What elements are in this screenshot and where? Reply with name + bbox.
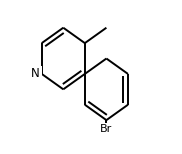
Text: N: N: [31, 67, 40, 80]
Text: Br: Br: [100, 124, 112, 134]
